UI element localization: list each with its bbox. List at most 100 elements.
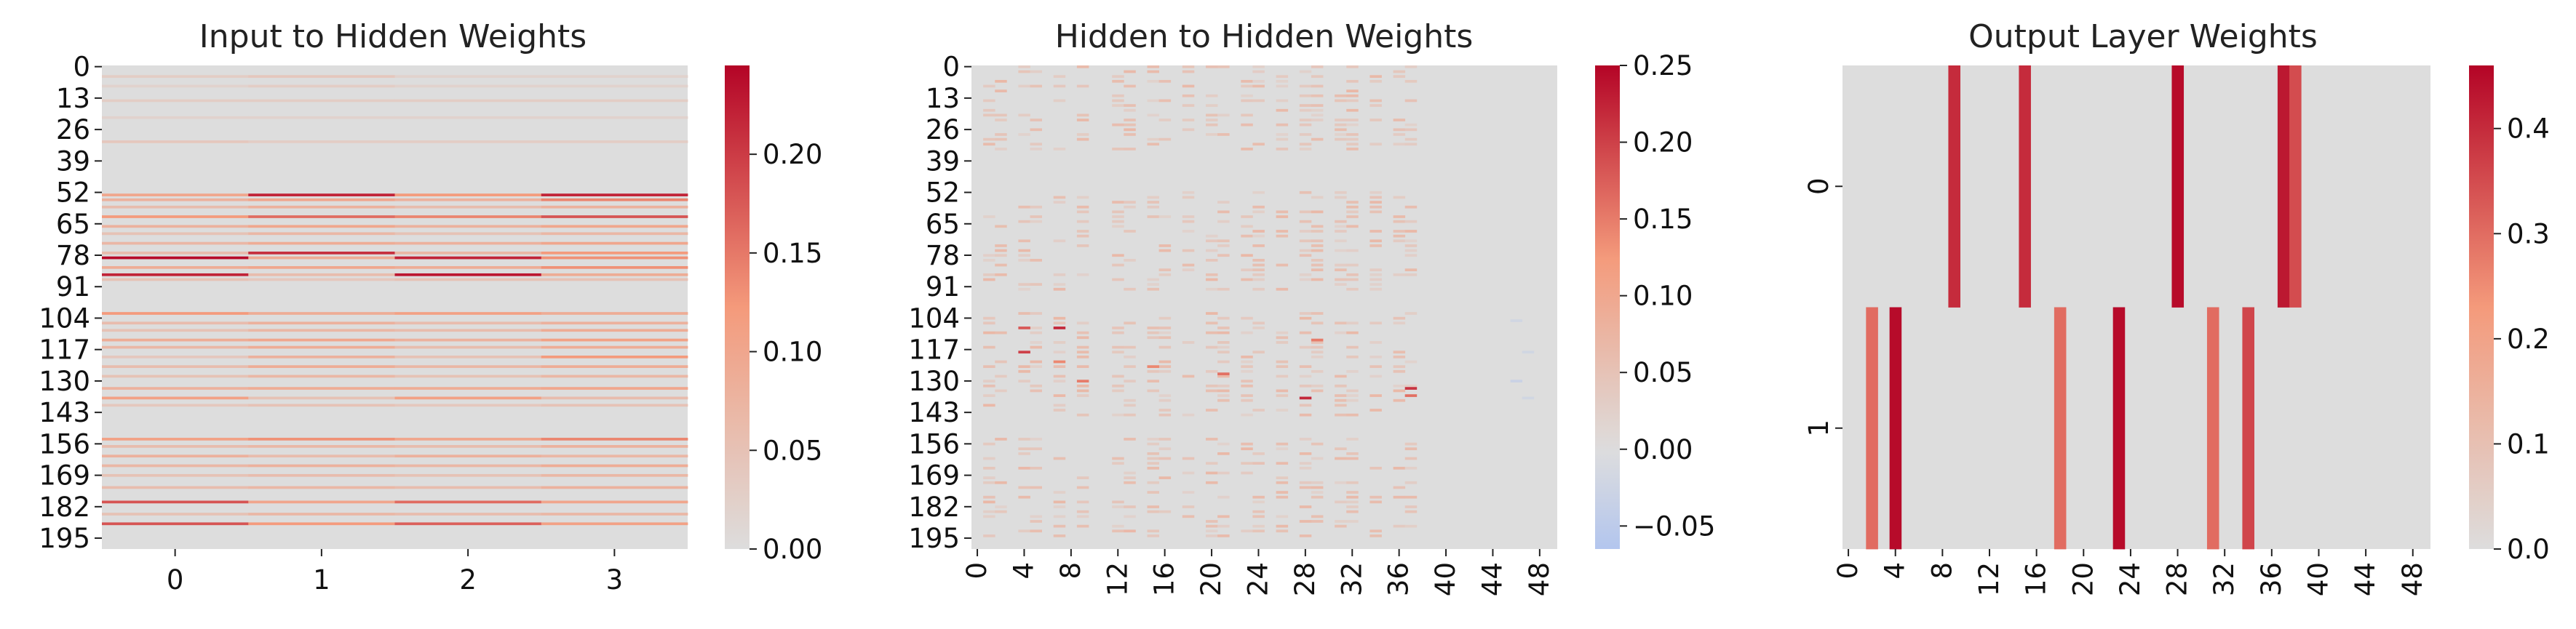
heatmap-cell [1866,307,1878,550]
heatmap-cell [1335,278,1347,281]
heatmap-cell [995,113,1007,117]
heatmap-cell [1393,495,1406,499]
heatmap-cell [102,241,249,245]
x-tick-label: 0 [167,564,184,596]
heatmap-cell [1276,491,1289,494]
heatmap-cell [1404,481,1418,484]
heatmap-cell [1206,113,1218,117]
heatmap-cell [1124,259,1136,262]
heatmap-cell [1335,384,1347,388]
heatmap-cell [1311,244,1324,247]
heatmap-cell [1335,520,1347,523]
heatmap-cell [1018,312,1030,315]
heatmap-cell [1147,70,1159,73]
heatmap-cell [1252,263,1265,267]
heatmap-cell [1299,462,1312,465]
heatmap-cell [1206,331,1218,334]
heatmap-cell [1241,79,1253,83]
heatmap-cell [1241,356,1253,358]
heatmap-cell [1276,234,1289,238]
heatmap-cell [1276,495,1289,499]
heatmap-cell [983,254,995,257]
chart-title: Hidden to Hidden Weights [1055,18,1474,55]
x-tick-label: 12 [1973,562,2005,596]
x-tick-label: 44 [1476,562,1508,596]
heatmap-cell [983,365,995,369]
heatmap-cell [983,380,995,382]
heatmap-cell [248,256,395,260]
heatmap-cell [983,384,995,388]
heatmap-cell [1276,447,1289,451]
heatmap-cell [1206,94,1218,97]
heatmap-cell [102,445,249,448]
heatmap-cell [995,331,1007,334]
heatmap-cell [1112,413,1124,417]
heatmap-cell [1252,287,1265,291]
heatmap-cell [1124,201,1136,204]
heatmap-cell [1404,143,1418,146]
heatmap-cell [1053,524,1066,528]
heatmap-cell [1370,201,1382,204]
heatmap-cell [1311,457,1324,460]
heatmap-cell [1311,225,1324,228]
heatmap-cell [248,273,395,276]
heatmap-cell [1217,220,1230,223]
heatmap-cell [1311,263,1324,267]
heatmap-cell [1206,273,1218,276]
heatmap-cell [1311,520,1324,523]
heatmap-cell [1053,201,1066,204]
heatmap-cell [1124,205,1136,209]
heatmap-cell [102,345,249,349]
heatmap-cell [1252,70,1265,73]
heatmap-cell [1147,215,1159,218]
heatmap-cell [1124,438,1136,441]
heatmap-cell [1252,510,1265,513]
heatmap-background [102,65,688,549]
heatmap-cell [394,312,542,315]
heatmap-cell [1018,486,1030,489]
x-tick-label: 16 [1149,562,1180,596]
heatmap-cell [248,265,395,269]
heatmap-cell [1206,312,1218,315]
heatmap-cell [1370,534,1382,537]
heatmap-cell [1252,205,1265,209]
heatmap-cell [1053,350,1066,354]
heatmap-cell [1276,84,1289,88]
heatmap-cell [1311,442,1324,446]
heatmap-cell [1370,283,1382,286]
heatmap-cell [983,515,995,518]
heatmap-cell [995,148,1007,151]
x-tick-label: 28 [1289,562,1321,596]
heatmap-cell [1276,442,1289,446]
heatmap-cell [1346,89,1359,92]
heatmap-cell [1299,316,1312,320]
heatmap-cell [394,232,542,236]
heatmap-cell [1147,113,1159,117]
heatmap-cell [394,241,542,245]
heatmap-cell [1030,360,1042,364]
heatmap-cell [1241,380,1253,382]
heatmap-cell [394,356,542,358]
x-tick-label: 20 [2067,562,2099,596]
heatmap-cell [1335,225,1347,228]
heatmap-cell [1522,350,1535,354]
heatmap-cell [983,457,995,460]
x-tick-label: 44 [2350,562,2381,596]
x-tick-label: 16 [2021,562,2052,596]
heatmap-cell [1276,79,1289,83]
heatmap-cell [1404,244,1418,247]
heatmap-cell [1217,201,1230,204]
heatmap-cell [1124,505,1136,508]
heatmap-cell [102,365,249,369]
heatmap-cell [1217,515,1230,518]
heatmap-cell [1030,520,1042,523]
heatmap-cell [541,84,688,88]
heatmap-cell [1182,374,1195,378]
heatmap-cell [1053,341,1066,344]
heatmap-cell [1299,220,1312,223]
heatmap-cell [1158,447,1172,451]
heatmap-cell [1206,462,1218,465]
heatmap-cell [248,278,395,281]
colorbar-tick-label: 0.05 [763,435,822,466]
heatmap-cell [1241,215,1253,218]
